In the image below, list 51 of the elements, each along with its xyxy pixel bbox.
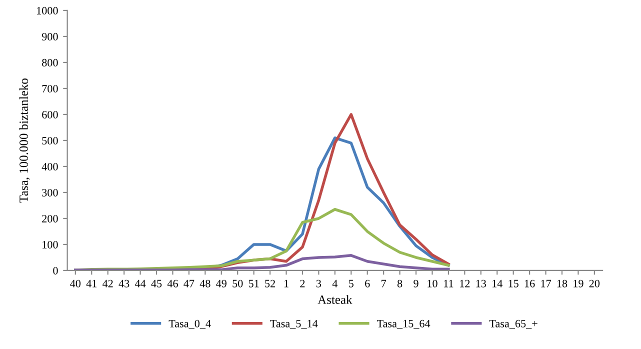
x-tick-label: 50 (232, 280, 243, 288)
legend-label: Tasa_0_4 (168, 320, 211, 329)
x-tick-label: 16 (524, 280, 535, 288)
x-tick-label: 51 (248, 280, 259, 288)
x-tick-label: 4 (332, 280, 338, 288)
x-tick-label: 9 (414, 280, 418, 288)
legend-label: Tasa_15_64 (376, 320, 430, 329)
x-tick-label: 8 (397, 280, 402, 288)
y-tick-label: 100 (42, 240, 58, 248)
legend-label: Tasa_65_+ (489, 320, 538, 329)
y-axis-title: Tasa, 100.000 biztanleko (19, 78, 30, 203)
y-tick-label: 800 (42, 58, 58, 66)
x-tick-label: 13 (476, 280, 486, 288)
x-tick-label: 3 (316, 280, 322, 288)
x-tick-label: 52 (265, 280, 275, 288)
x-tick-label: 40 (70, 280, 81, 288)
x-tick-label: 14 (492, 280, 502, 288)
x-tick-label: 10 (428, 280, 438, 288)
line-series (74, 254, 450, 270)
x-tick-label: 42 (102, 280, 113, 288)
x-tick-label: 2 (300, 280, 305, 288)
x-tick-label: 15 (508, 280, 518, 288)
y-tick-label: 400 (42, 162, 58, 170)
x-axis-title: Asteak (318, 295, 352, 304)
x-tick-label: 46 (167, 280, 178, 288)
y-tick-label: 200 (42, 214, 58, 222)
y-tick-label: 600 (42, 110, 58, 118)
y-tick-label: 700 (42, 84, 58, 92)
x-tick-label: 11 (444, 280, 454, 288)
x-tick-label: 6 (365, 280, 370, 288)
x-tick-label: 47 (184, 280, 194, 288)
x-tick-label: 5 (349, 280, 354, 288)
x-tick-label: 48 (200, 280, 210, 288)
y-tick-label: 1000 (37, 6, 58, 14)
x-tick-label: 45 (151, 280, 162, 288)
x-tick-label: 20 (589, 280, 600, 288)
x-tick-label: 1 (284, 280, 288, 288)
x-tick-label: 44 (134, 280, 146, 288)
x-tick-label: 18 (557, 280, 568, 288)
x-tick-label: 7 (382, 280, 386, 288)
x-tick-label: 43 (118, 280, 130, 288)
y-tick-label: 0 (53, 266, 58, 274)
y-tick-label: 500 (42, 136, 58, 144)
x-tick-label: 17 (541, 280, 552, 288)
x-tick-label: 19 (574, 280, 584, 288)
x-tick-label: 41 (86, 280, 97, 288)
y-tick-label: 900 (42, 32, 58, 40)
x-tick-label: 12 (460, 280, 470, 288)
x-tick-label: 49 (216, 280, 226, 288)
legend-label: Tasa_5_14 (270, 320, 318, 329)
y-tick-label: 300 (42, 188, 58, 196)
